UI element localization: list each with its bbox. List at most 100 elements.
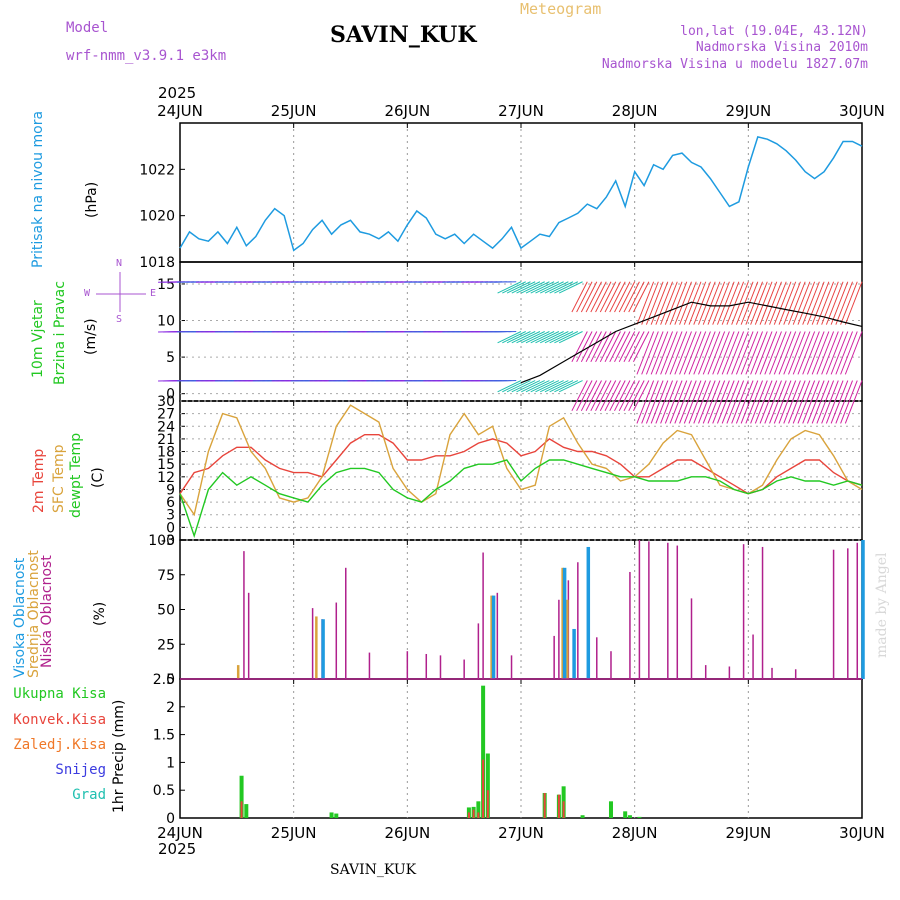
wind-barb — [511, 331, 536, 344]
cloud-bar-mid — [236, 665, 240, 679]
wind-barb — [604, 331, 621, 363]
cloud-bar-low — [439, 655, 442, 679]
wind-barb — [590, 331, 607, 363]
cloud-bar-low — [425, 653, 428, 679]
wind-barb — [840, 331, 858, 375]
wind-barb — [660, 380, 678, 424]
wind-barb — [797, 380, 816, 424]
x-day-label-bottom: 27JUN — [498, 824, 544, 842]
wind-barb — [731, 380, 749, 424]
cloud-bar-low — [752, 634, 754, 679]
cloud-bar-low — [794, 669, 797, 679]
cloud-bar-low — [728, 666, 731, 679]
wind-barb — [821, 331, 839, 375]
wind-barb — [590, 281, 607, 313]
wind-barb — [759, 331, 778, 375]
wind-barb — [698, 281, 716, 325]
wind-barb — [773, 331, 792, 375]
wind-barb — [759, 380, 778, 424]
wind-barb — [609, 380, 626, 412]
wind-barb — [655, 380, 674, 424]
wind-barb — [539, 380, 564, 393]
wind-barb — [669, 331, 688, 375]
wind-barb — [628, 380, 645, 412]
wind-barb — [797, 331, 816, 375]
temperature-y-tick-label: 0 — [166, 520, 175, 536]
wind-barb — [628, 281, 645, 313]
cloud-bar-low — [856, 542, 859, 679]
cloud-bar-mid — [561, 567, 564, 679]
wind-barb — [618, 281, 636, 313]
wind-barb — [558, 281, 583, 294]
wind-barb — [633, 331, 650, 363]
wind-barb — [726, 331, 745, 375]
cloud-bar-low — [553, 635, 555, 679]
wind-barb — [721, 380, 740, 424]
wind-barb — [792, 331, 811, 375]
temperature-y-tick-label: 30 — [157, 394, 175, 410]
wind-barb — [745, 380, 764, 424]
precip-bar-total — [476, 801, 481, 818]
wind-barb — [650, 380, 669, 424]
precip-bar-conv — [482, 759, 485, 818]
precip-legend-total: Ukupna Kisa — [13, 686, 106, 702]
year-top: 2025 — [158, 84, 197, 102]
precip-bar-conv — [477, 812, 480, 818]
compass-north: N — [116, 258, 123, 269]
wind-barb — [571, 331, 588, 363]
wind-barb — [645, 281, 664, 325]
cloud-bar-low — [406, 651, 409, 679]
wind-barb — [494, 281, 517, 283]
wind-barb — [764, 380, 782, 424]
station-title: SAVIN_KUK — [330, 22, 477, 48]
cloud-y-tick-label: 0 — [166, 672, 175, 688]
wind-barb — [535, 331, 560, 344]
axes-layer: 101810201022051015-303691215182124273002… — [96, 102, 885, 842]
wind-barb — [497, 380, 522, 393]
pressure-y-tick-label: 1018 — [139, 255, 175, 271]
wind-barb — [707, 380, 726, 424]
temperature-y-tick-label: 15 — [157, 457, 175, 473]
wind-y-tick-label: 15 — [157, 277, 175, 293]
cloud-bar-low — [247, 592, 250, 679]
precip-y-tick-label: 0 — [166, 811, 175, 827]
cloud-frame — [179, 539, 863, 680]
wind-barb — [830, 281, 849, 325]
cloud-bar-low — [496, 592, 499, 679]
wind-barb — [702, 331, 721, 375]
wind-barb — [816, 331, 835, 375]
wind-barb — [580, 281, 598, 313]
wind-barb — [650, 331, 669, 375]
wind-barb — [769, 331, 787, 375]
wind-barb — [821, 380, 839, 424]
wind-barb — [549, 380, 574, 393]
cloud-bar-high — [572, 628, 576, 679]
wind-barb — [740, 281, 759, 325]
wind-barb — [544, 281, 569, 294]
model-elevation-label: Nadmorska Visina u modelu 1827.07m — [601, 57, 868, 72]
wind-barb — [844, 331, 863, 375]
cloud-bar-low — [596, 637, 598, 679]
wind-barb — [558, 331, 583, 344]
wind-barb — [679, 331, 697, 375]
wind-barb — [773, 380, 792, 424]
wind-barb — [788, 331, 806, 375]
wind-barb — [530, 380, 555, 393]
precip-bar-total — [608, 801, 613, 818]
wind-barb — [792, 380, 811, 424]
precip-legend-snow: Snijeg — [55, 762, 106, 778]
wind-barb — [660, 331, 678, 375]
wind-barb — [721, 281, 740, 325]
precip-y-tick-label: 1 — [166, 755, 175, 771]
data-layer — [158, 136, 865, 818]
wind-barb — [585, 281, 602, 313]
compass-west: W — [84, 288, 91, 299]
wind-barb — [641, 380, 659, 424]
wind-barb — [633, 380, 650, 412]
wind-barb — [698, 380, 716, 424]
wind-barb — [698, 331, 716, 375]
cloud-y-tick-label: 50 — [157, 603, 175, 619]
cloud-bar-low — [345, 567, 347, 679]
cloud-y-tick-label: 100 — [148, 533, 175, 549]
